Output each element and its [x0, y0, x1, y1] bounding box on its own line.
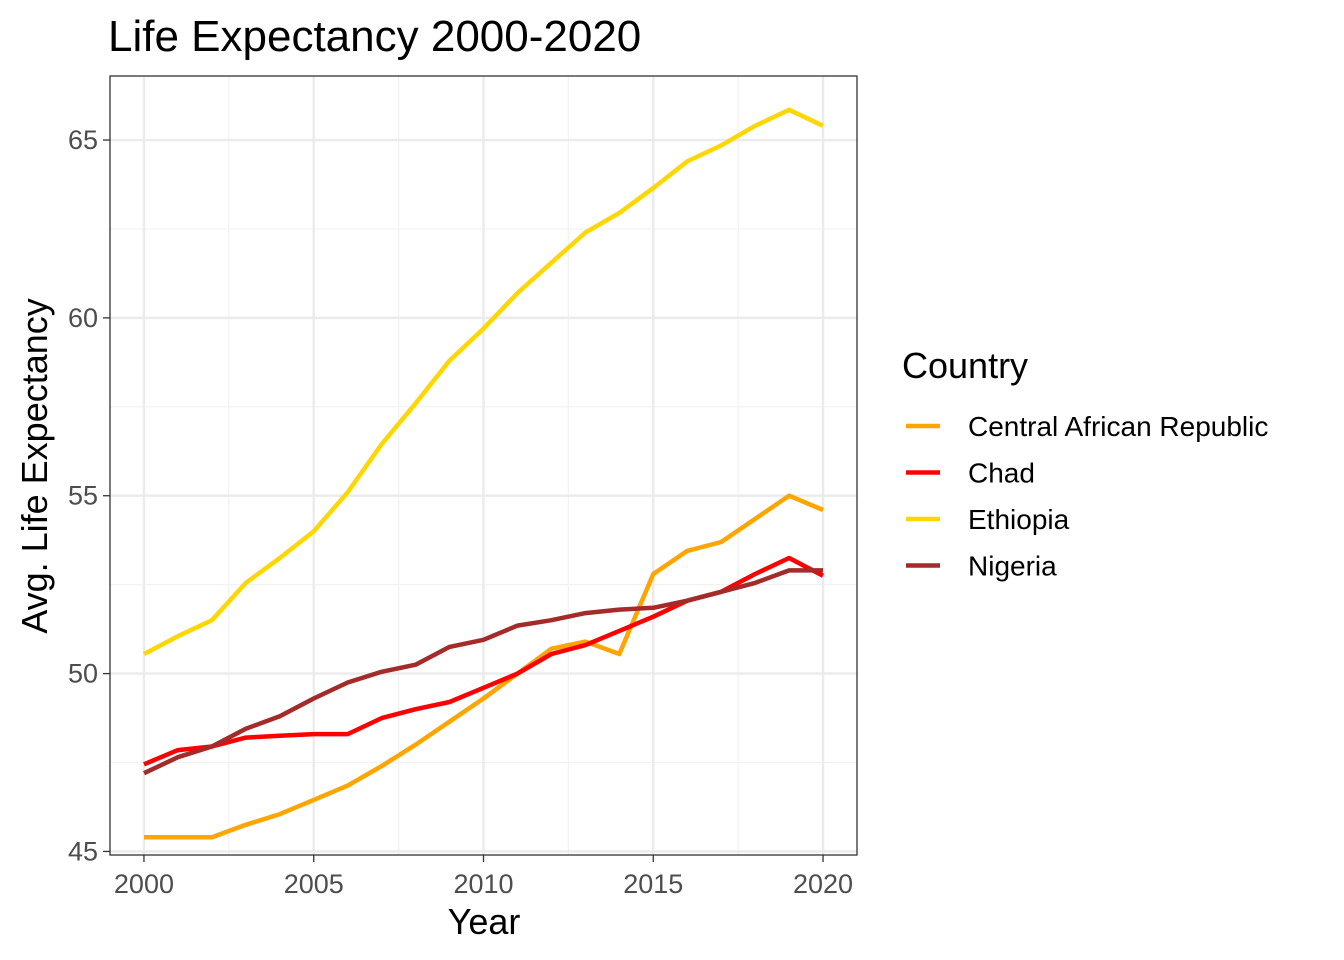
- y-tick-label: 50: [68, 659, 98, 689]
- legend-item-central-african-republic: Central African Republic: [906, 411, 1268, 442]
- series-lines: [142, 107, 825, 840]
- legend-item-nigeria: Nigeria: [906, 551, 1057, 582]
- chart-title: Life Expectancy 2000-2020: [108, 12, 641, 61]
- grid-major: [110, 76, 857, 855]
- series-line-central-african-republic: [144, 493, 824, 840]
- x-axis-title: Year: [448, 901, 521, 942]
- y-tick-label: 55: [68, 481, 98, 511]
- y-axis-title: Avg. Life Expectancy: [14, 298, 55, 634]
- y-tick-label: 65: [68, 125, 98, 155]
- legend-label: Chad: [968, 458, 1035, 489]
- y-tick-label: 60: [68, 303, 98, 333]
- legend-label: Central African Republic: [968, 411, 1268, 442]
- x-tick-label: 2000: [114, 869, 174, 899]
- series-line-nigeria: [143, 568, 823, 776]
- y-axis: 45 50 55 60 65: [68, 125, 110, 866]
- legend-label: Ethiopia: [968, 504, 1070, 535]
- x-tick-label: 2005: [284, 869, 344, 899]
- legend-item-ethiopia: Ethiopia: [906, 504, 1070, 535]
- x-tick-label: 2015: [623, 869, 683, 899]
- legend-label: Nigeria: [968, 551, 1057, 582]
- legend-item-chad: Chad: [906, 458, 1035, 489]
- plot-area: [109, 75, 858, 856]
- x-tick-label: 2010: [453, 869, 513, 899]
- legend: Country Central African Republic Chad Ethi…: [902, 345, 1268, 582]
- y-tick-label: 45: [68, 836, 98, 866]
- x-tick-label: 2020: [793, 869, 853, 899]
- series-line-ethiopia: [142, 107, 824, 656]
- legend-title: Country: [902, 345, 1028, 386]
- x-axis: 2000 2005 2010 2015 2020: [114, 855, 853, 899]
